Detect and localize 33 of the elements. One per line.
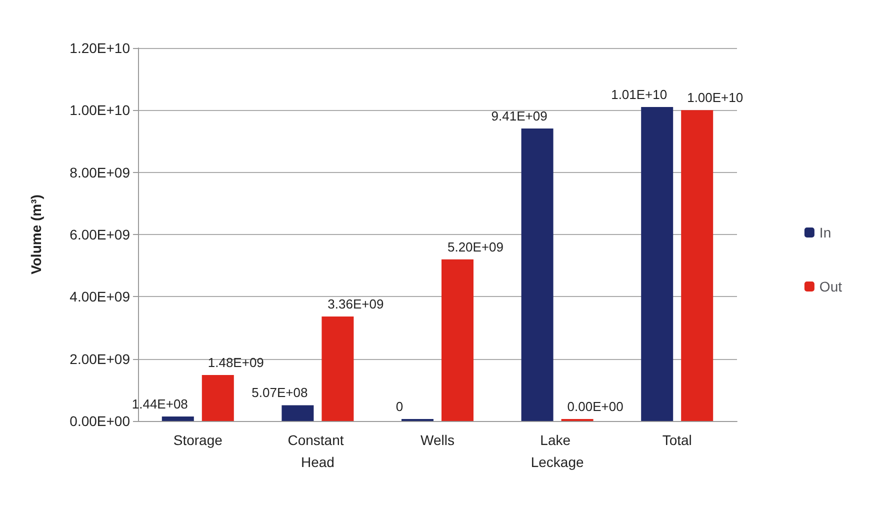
y-axis-title: Volume (m³) (28, 194, 44, 274)
x-tick-label: Total (662, 432, 692, 448)
y-tick-label: 1.00E+10 (70, 102, 130, 118)
x-tick-label: Storage (173, 432, 223, 448)
x-tick-label: Wells (420, 432, 454, 448)
y-tick-label: 8.00E+09 (70, 164, 130, 180)
data-label: 5.07E+08 (252, 385, 308, 400)
data-label: 0.00E+00 (567, 399, 624, 414)
data-label: 1.48E+09 (208, 354, 264, 370)
y-tick-label: 1.20E+10 (70, 40, 130, 56)
data-label: 9.41E+09 (491, 108, 548, 124)
data-label: 5.20E+09 (447, 239, 504, 254)
y-tick-label: 4.00E+09 (70, 288, 130, 305)
bar (202, 374, 234, 421)
x-tick-label: Lake Leckage (530, 432, 584, 470)
bar (521, 128, 554, 421)
data-label: 0 (396, 399, 404, 414)
y-tick-label: 0.00E+00 (70, 413, 130, 429)
y-tick-label: 2.00E+09 (70, 350, 130, 367)
bar (322, 316, 354, 421)
data-label: 3.36E+09 (328, 296, 384, 312)
bar (162, 416, 194, 421)
legend-label: In (819, 224, 832, 240)
bar (641, 107, 674, 421)
legend-label: Out (819, 278, 842, 294)
x-tick-label: Constant Head (288, 432, 348, 470)
data-label: 1.01E+10 (611, 87, 668, 102)
y-tick-label: 6.00E+09 (70, 226, 130, 242)
data-label: 1.00E+10 (687, 90, 744, 106)
bar (442, 259, 474, 421)
data-label: 1.44E+08 (132, 396, 188, 412)
bar (681, 110, 714, 421)
bar (282, 405, 314, 421)
